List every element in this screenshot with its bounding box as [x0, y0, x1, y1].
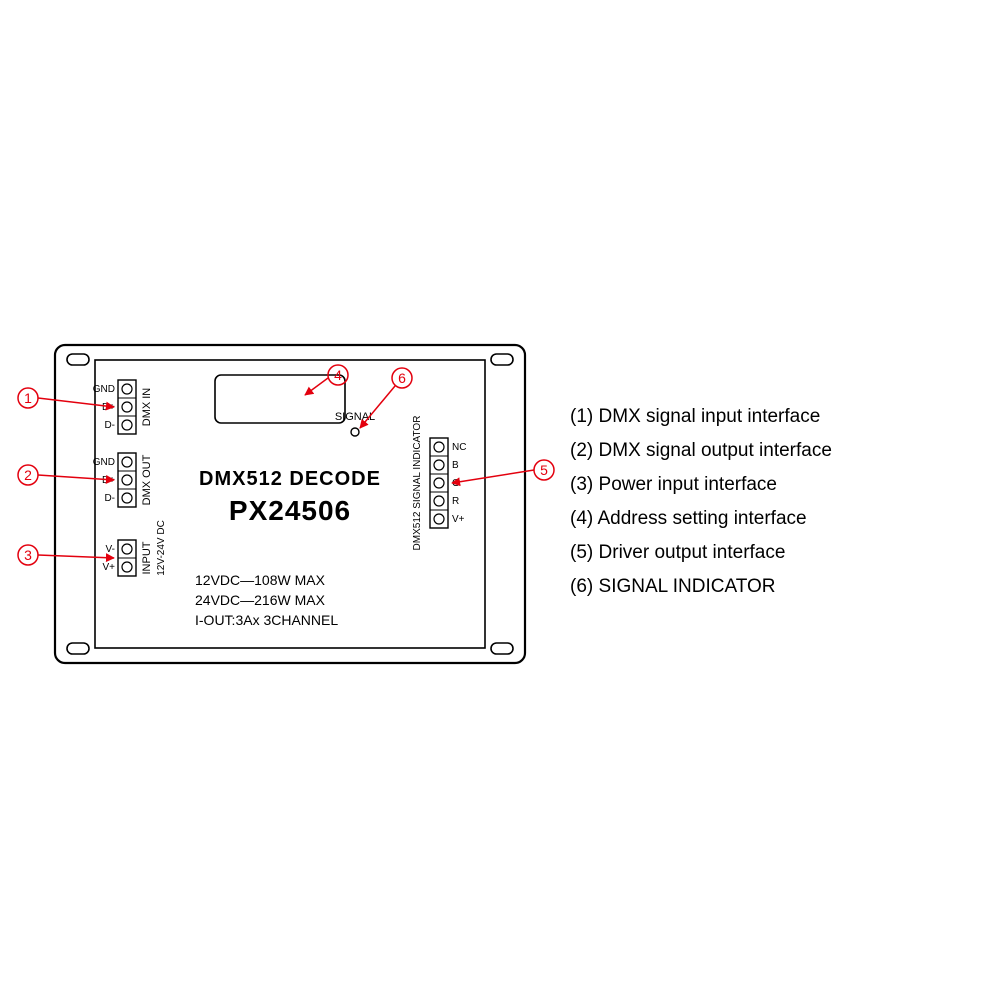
legend-item: (3) Power input interface [570, 468, 832, 502]
pin-label: GND [93, 457, 115, 468]
callout-4: 4 [305, 365, 348, 395]
indicator-label: DMX512 SIGNAL INDICATOR [412, 416, 423, 551]
callout-6: 6 [360, 368, 412, 428]
callout-2: 2 [18, 465, 114, 485]
svg-text:6: 6 [398, 370, 406, 386]
mount-slot [491, 643, 513, 654]
pin-label: B [452, 460, 459, 471]
diagram-root: SIGNAL DMX512 DECODE PX24506 12VDC—108W … [0, 0, 1000, 1000]
spec-line: 12VDC—108W MAX [195, 572, 326, 588]
device-diagram: SIGNAL DMX512 DECODE PX24506 12VDC—108W … [0, 0, 1000, 1000]
svg-text:4: 4 [334, 367, 342, 383]
svg-text:2: 2 [24, 467, 32, 483]
device-model: PX24506 [229, 495, 351, 526]
pin-label: V- [106, 544, 115, 555]
pin-label: D- [104, 493, 115, 504]
legend-item: (6) SIGNAL INDICATOR [570, 570, 832, 604]
mount-slot [67, 354, 89, 365]
pin-label: GND [93, 384, 115, 395]
signal-led [351, 428, 359, 436]
legend-item: (2) DMX signal output interface [570, 434, 832, 468]
driver-block: NC B G R V+ DMX512 SIGNAL INDICATOR [412, 416, 466, 551]
pin-label: R [452, 496, 459, 507]
dmx-out-block: GND D+ D- DMX OUT [93, 453, 153, 507]
power-header: INPUT [141, 541, 153, 574]
dmx-in-header: DMX IN [141, 388, 153, 427]
legend-item: (4) Address setting interface [570, 502, 832, 536]
device-title: DMX512 DECODE [199, 468, 381, 490]
power-block: V- V+ INPUT 12V-24V DC [102, 520, 167, 576]
mount-slot [491, 354, 513, 365]
dmx-out-header: DMX OUT [141, 454, 153, 505]
callout-3: 3 [18, 545, 114, 565]
pin-label: V+ [102, 562, 115, 573]
mount-slot [67, 643, 89, 654]
callout-5: 5 [452, 460, 554, 483]
legend: (1) DMX signal input interface (2) DMX s… [570, 400, 832, 604]
spec-line: I-OUT:3Ax 3CHANNEL [195, 612, 338, 628]
pin-label: D- [104, 420, 115, 431]
dmx-in-block: GND D+ D- DMX IN [93, 380, 153, 434]
svg-text:5: 5 [540, 462, 548, 478]
pin-label: V+ [452, 514, 465, 525]
address-window [215, 375, 345, 423]
svg-text:3: 3 [24, 547, 32, 563]
pin-label: NC [452, 442, 466, 453]
legend-item: (5) Driver output interface [570, 536, 832, 570]
svg-text:1: 1 [24, 390, 32, 406]
spec-line: 24VDC—216W MAX [195, 592, 326, 608]
power-sub: 12V-24V DC [156, 520, 167, 576]
legend-item: (1) DMX signal input interface [570, 400, 832, 434]
